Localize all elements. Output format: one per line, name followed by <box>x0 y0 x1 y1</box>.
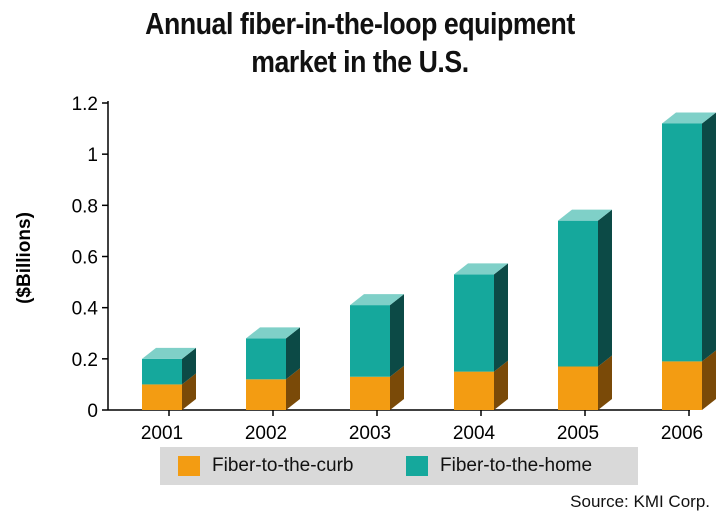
legend-swatch-curb <box>178 456 200 476</box>
bar-group-2003 <box>350 294 404 410</box>
legend: Fiber-to-the-curb Fiber-to-the-home <box>160 447 638 485</box>
bar-chart: 0 0.2 0.4 0.6 0.8 1 1.2 2001 2002 2003 2004 2005 200… <box>14 94 716 444</box>
bar-group-2004 <box>454 263 508 410</box>
bar-side-curb-2002 <box>286 368 300 410</box>
x-tick-label: 2006 <box>661 423 703 444</box>
x-tick-label: 2005 <box>557 423 599 444</box>
x-tick-label: 2002 <box>245 423 287 444</box>
bar-front-curb-2002 <box>246 379 286 410</box>
bar-side-home-2006 <box>702 112 716 362</box>
y-tick-label: 0.8 <box>72 196 98 217</box>
bar-top-2004 <box>454 263 508 275</box>
bar-front-curb-2001 <box>142 384 182 410</box>
bar-front-curb-2006 <box>662 361 702 410</box>
legend-swatch-home <box>406 456 428 476</box>
y-tick-label: 1 <box>87 145 98 166</box>
bar-front-home-2003 <box>350 305 390 377</box>
bar-side-curb-2005 <box>598 355 612 410</box>
legend-label-curb: Fiber-to-the-curb <box>212 455 354 476</box>
bar-side-curb-2004 <box>494 360 508 410</box>
y-tick-label: 0.4 <box>72 299 99 320</box>
bar-group-2001 <box>142 347 196 410</box>
x-tick-label: 2004 <box>453 423 496 444</box>
y-tick-label: 0.6 <box>72 248 98 269</box>
source-note: Source: KMI Corp. <box>570 492 710 511</box>
bar-side-home-2003 <box>390 294 404 377</box>
bar-front-home-2001 <box>142 358 182 385</box>
bar-top-2002 <box>246 327 300 339</box>
chart-title-line-1: Annual fiber-in-the-loop equipment <box>145 6 575 41</box>
bar-front-home-2006 <box>662 123 702 362</box>
chart-bars <box>142 112 716 410</box>
bar-side-home-2001 <box>182 347 196 385</box>
bar-side-home-2002 <box>286 327 300 380</box>
bar-side-curb-2003 <box>390 365 404 410</box>
bar-front-home-2005 <box>558 220 598 367</box>
bar-group-2006 <box>662 112 716 410</box>
y-tick-label: 0.2 <box>72 350 98 371</box>
bar-side-curb-2006 <box>702 350 716 410</box>
bar-front-curb-2003 <box>350 376 390 410</box>
bar-front-home-2004 <box>454 274 494 372</box>
x-tick-label: 2003 <box>349 423 391 444</box>
x-tick-label: 2001 <box>141 423 183 444</box>
bar-top-2006 <box>662 112 716 124</box>
chart-tick-labels: 0 0.2 0.4 0.6 0.8 1 1.2 2001 2002 2003 2004 2005 200… <box>72 94 704 444</box>
chart-title-line-2: market in the U.S. <box>251 44 469 79</box>
bar-side-curb-2001 <box>182 373 196 410</box>
bar-top-2003 <box>350 294 404 306</box>
legend-label-home: Fiber-to-the-home <box>440 455 593 476</box>
bar-side-home-2004 <box>494 263 508 372</box>
y-tick-label: 1.2 <box>72 94 98 115</box>
bar-front-curb-2005 <box>558 366 598 410</box>
y-tick-label: 0 <box>87 401 98 422</box>
bar-front-curb-2004 <box>454 371 494 410</box>
y-axis-label: ($Billions) <box>14 212 35 304</box>
bar-top-2005 <box>558 209 612 221</box>
bar-top-2001 <box>142 347 196 359</box>
bar-front-home-2002 <box>246 338 286 380</box>
bar-group-2005 <box>558 209 612 410</box>
bar-side-home-2005 <box>598 209 612 367</box>
bar-group-2002 <box>246 327 300 410</box>
